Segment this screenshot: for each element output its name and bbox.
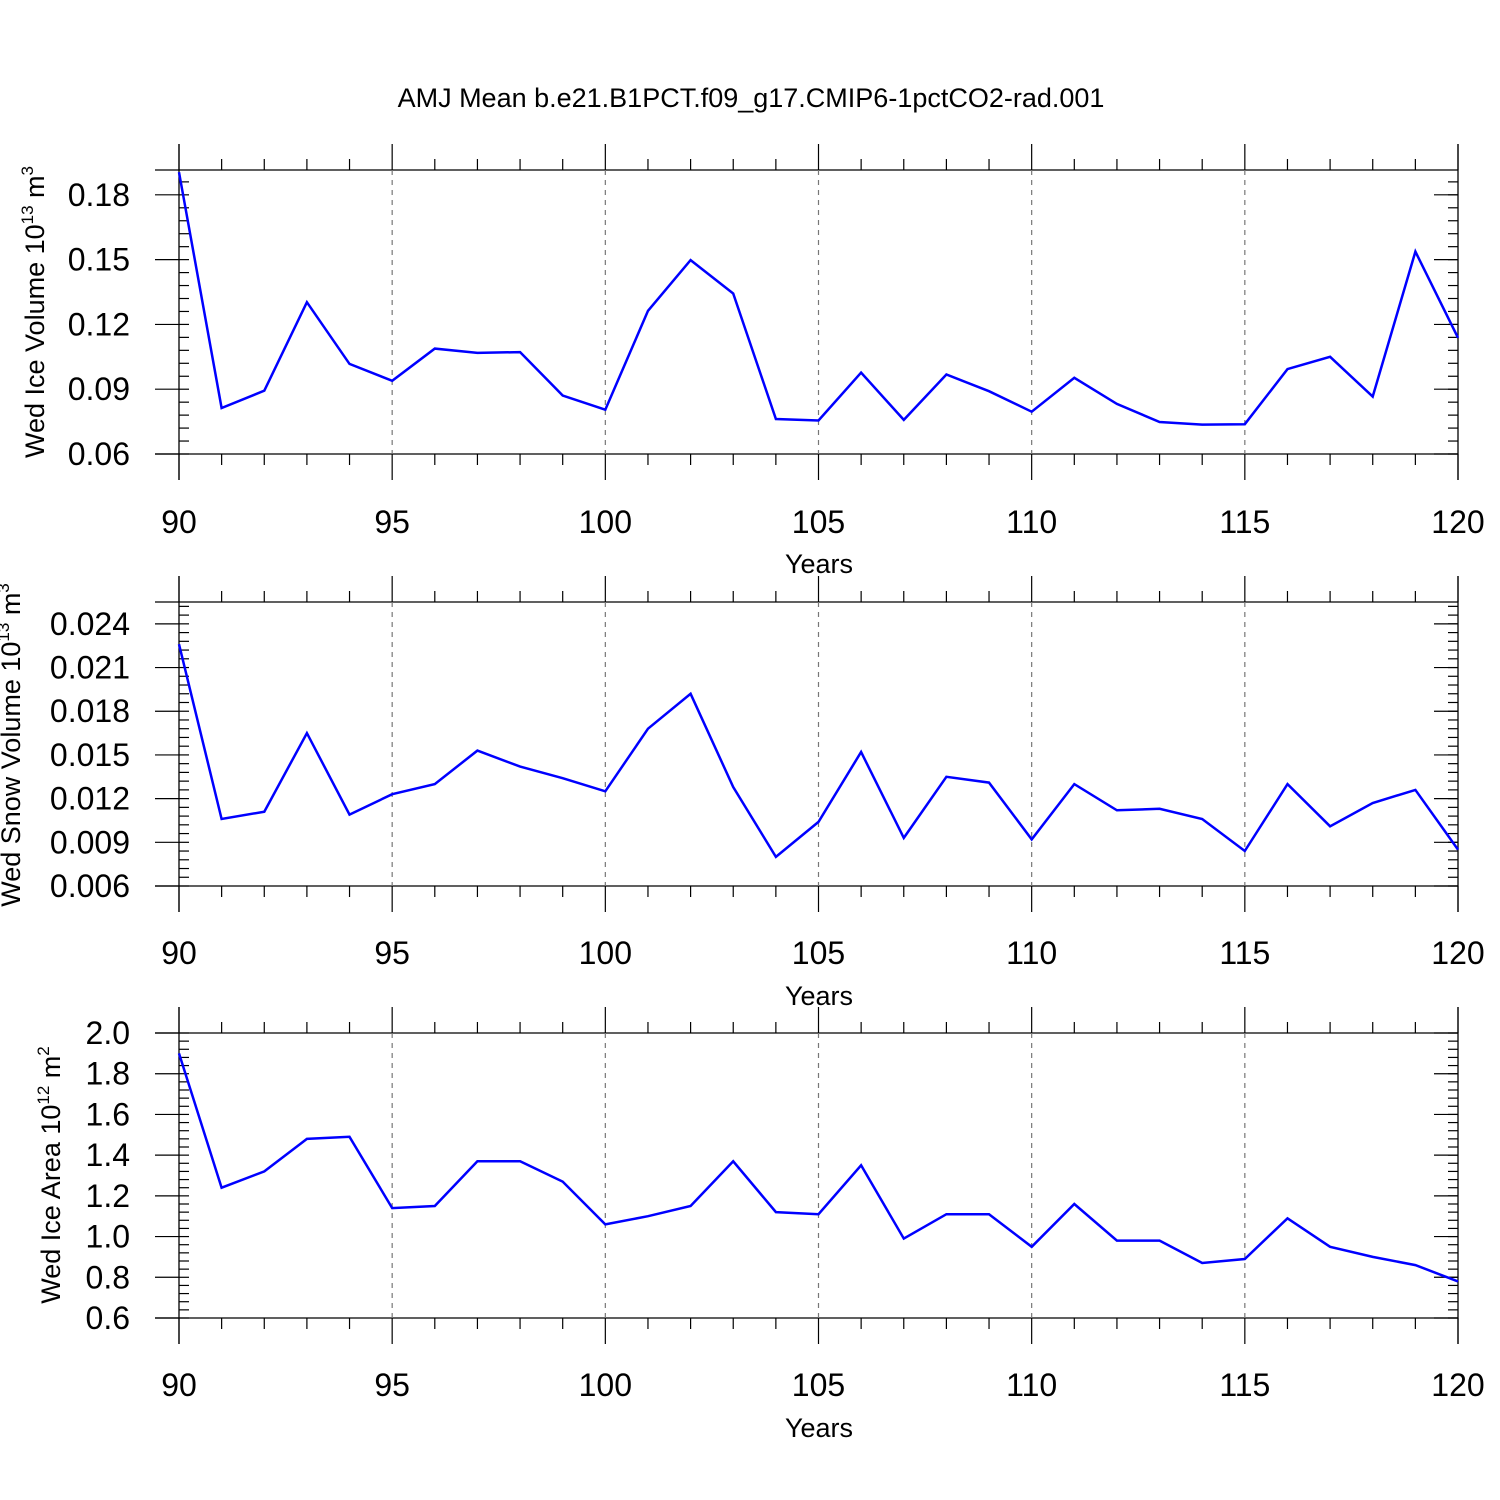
y-tick-label: 0.012: [50, 781, 130, 817]
x-tick-label: 110: [1006, 504, 1057, 540]
x-axis-label: Years: [785, 549, 853, 579]
x-tick-label: 120: [1431, 1367, 1484, 1403]
y-axis-label-text: Wed Snow Volume 10: [0, 642, 26, 907]
x-axis-label: Years: [785, 1413, 853, 1443]
y-tick-label: 1.6: [86, 1096, 130, 1132]
y-tick-label: 0.024: [50, 606, 130, 642]
y-tick-label: 1.4: [86, 1137, 130, 1173]
x-tick-label: 95: [374, 1367, 410, 1403]
x-tick-label: 100: [579, 504, 632, 540]
y-tick-label: 0.15: [68, 242, 130, 278]
y-axis-label: Wed Ice Area 1012 m2: [34, 1046, 66, 1304]
y-tick-label: 0.021: [50, 650, 130, 686]
x-tick-label: 105: [792, 1367, 845, 1403]
y-axis-label-text: m: [0, 593, 26, 623]
y-tick-label: 0.6: [86, 1300, 130, 1336]
y-tick-label: 0.015: [50, 737, 130, 773]
y-axis-label-superscript: 3: [18, 166, 37, 175]
x-tick-label: 110: [1006, 935, 1057, 971]
y-tick-label: 0.09: [68, 371, 130, 407]
y-axis-label: Wed Ice Volume 1013 m3: [18, 166, 50, 458]
chart-panel-2: 90 95 100 105 110 115 120 0.006 0.009 0.012 0.015 0…: [0, 576, 1485, 1011]
y-tick-label: 0.12: [68, 306, 130, 342]
y-axis-label-superscript: 3: [0, 583, 13, 592]
x-tick-label: 105: [792, 935, 845, 971]
x-tick-label: 110: [1006, 1367, 1057, 1403]
y-axis-label-superscript: 13: [18, 205, 37, 224]
x-axis-label: Years: [785, 981, 853, 1011]
y-tick-label: 0.009: [50, 824, 130, 860]
y-axis-label-text: Wed Ice Area 10: [36, 1105, 66, 1304]
chart-panel-3: 90 95 100 105 110 115 120 0.6 0.8 1.0 1.2 1.4 1.6 1.8…: [34, 1007, 1485, 1443]
x-tick-label: 95: [374, 504, 410, 540]
x-tick-label: 115: [1219, 504, 1270, 540]
y-axis-label-text: m: [36, 1056, 66, 1086]
x-tick-label: 90: [161, 935, 197, 971]
y-tick-label: 1.0: [86, 1219, 130, 1255]
chart-panel-1: 90 95 100 105 110 115 120 0.06 0.09 0.12 0.15 0.18 Y…: [18, 144, 1485, 579]
y-axis-label-text: Wed Ice Volume 10: [20, 224, 50, 458]
y-tick-label: 1.2: [86, 1178, 130, 1214]
y-axis-label-superscript: 12: [34, 1086, 53, 1105]
y-axis-label-superscript: 13: [0, 623, 13, 642]
y-tick-label: 0.06: [68, 436, 130, 472]
y-tick-label: 0.018: [50, 693, 130, 729]
panels-container: 90 95 100 105 110 115 120 0.06 0.09 0.12 0.15 0.18 Y…: [0, 144, 1485, 1443]
x-tick-label: 100: [579, 935, 632, 971]
x-tick-label: 120: [1431, 935, 1484, 971]
y-tick-label: 0.8: [86, 1259, 130, 1295]
x-tick-label: 90: [161, 1367, 197, 1403]
y-tick-label: 0.006: [50, 868, 130, 904]
y-tick-label: 0.18: [68, 177, 130, 213]
x-tick-label: 95: [374, 935, 410, 971]
x-tick-label: 115: [1219, 935, 1270, 971]
y-axis-label-superscript: 2: [34, 1046, 53, 1055]
y-tick-label: 1.8: [86, 1056, 130, 1092]
y-tick-label: 2.0: [86, 1015, 130, 1051]
x-tick-label: 90: [161, 504, 197, 540]
x-tick-label: 105: [792, 504, 845, 540]
y-axis-label: Wed Snow Volume 1013 m3: [0, 583, 26, 907]
figure-title: AMJ Mean b.e21.B1PCT.f09_g17.CMIP6-1pctC…: [398, 83, 1105, 113]
y-axis-label-text: m: [20, 175, 50, 205]
x-tick-label: 120: [1431, 504, 1484, 540]
x-tick-label: 100: [579, 1367, 632, 1403]
x-tick-label: 115: [1219, 1367, 1270, 1403]
